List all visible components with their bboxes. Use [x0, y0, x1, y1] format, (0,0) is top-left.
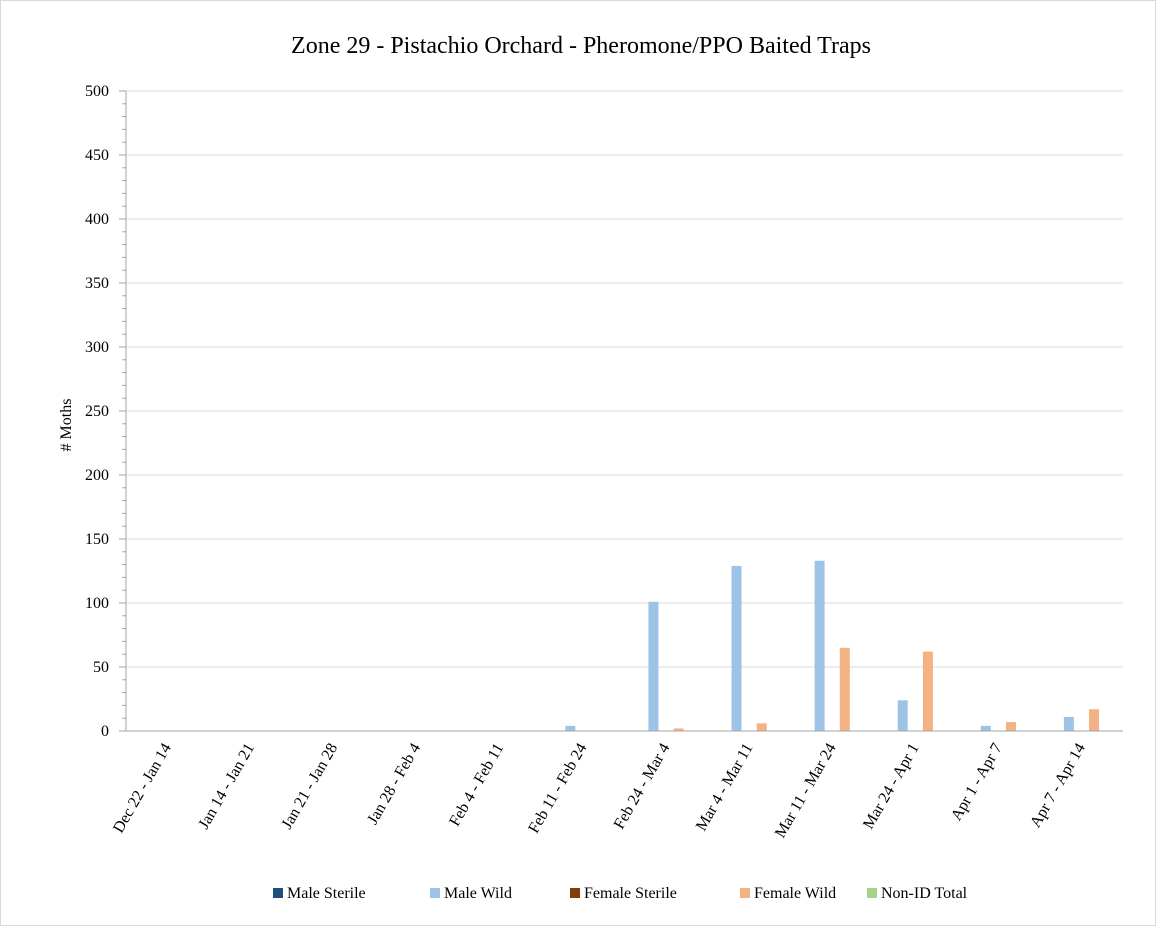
legend-label: Male Sterile [287, 885, 366, 902]
x-tick-label: Feb 24 - Mar 4 [611, 741, 674, 833]
chart-title: Zone 29 - Pistachio Orchard - Pheromone/… [291, 33, 871, 59]
bar-male-wild [731, 565, 742, 731]
y-tick-label: 50 [93, 659, 109, 676]
legend: Male Sterile Male Wild Female Sterile Femal… [273, 885, 968, 902]
bar-male-wild [814, 560, 825, 731]
y-tick-label: 500 [85, 83, 109, 100]
y-tick-labels: 0 50 100 150 200 250 300 350 400 450 500 [85, 83, 109, 740]
x-tick-label: Jan 14 - Jan 21 [195, 741, 258, 833]
legend-label: Female Wild [754, 885, 836, 902]
bar-male-wild [980, 725, 991, 731]
y-tick-label: 300 [85, 339, 109, 356]
axes [119, 90, 1123, 732]
y-tick-label: 250 [85, 403, 109, 420]
bar-male-wild [897, 700, 908, 731]
y-tick-label: 0 [101, 723, 109, 740]
x-tick-label: Mar 11 - Mar 24 [772, 741, 840, 841]
legend-swatch [570, 888, 580, 898]
x-tick-label: Feb 4 - Feb 11 [446, 741, 507, 830]
legend-label: Female Sterile [584, 885, 677, 902]
x-tick-label: Apr 7 - Apr 14 [1027, 741, 1089, 831]
y-axis-label: # Moths [58, 399, 75, 452]
y-tick-label: 450 [85, 147, 109, 164]
bars [565, 560, 1100, 731]
legend-label: Non-ID Total [881, 885, 968, 902]
y-tick-label: 350 [85, 275, 109, 292]
x-tick-label: Apr 1 - Apr 7 [948, 741, 1006, 824]
y-tick-label: 100 [85, 595, 109, 612]
bar-female-wild [1089, 709, 1100, 731]
x-tick-label: Jan 28 - Feb 4 [364, 741, 424, 828]
x-tick-label: Jan 21 - Jan 28 [278, 741, 341, 833]
y-tick-label: 400 [85, 211, 109, 228]
legend-swatch [430, 888, 440, 898]
bar-female-wild [756, 723, 767, 731]
y-tick-label: 200 [85, 467, 109, 484]
x-tick-labels: Dec 22 - Jan 14 Jan 14 - Jan 21 Jan 21 - J… [110, 741, 1089, 841]
bar-female-wild [922, 651, 933, 731]
legend-swatch [867, 888, 877, 898]
gridlines [126, 90, 1123, 668]
legend-label: Male Wild [444, 885, 512, 902]
x-tick-label: Dec 22 - Jan 14 [110, 741, 175, 836]
bar-male-wild [1063, 716, 1074, 731]
x-tick-label: Feb 11 - Feb 24 [525, 741, 590, 837]
bar-female-wild [839, 647, 850, 731]
bar-male-wild [648, 601, 659, 731]
bar-female-wild [1005, 722, 1016, 731]
legend-swatch [740, 888, 750, 898]
bar-male-wild [565, 725, 576, 731]
x-tick-label: Mar 24 - Apr 1 [860, 741, 923, 833]
x-tick-label: Mar 4 - Mar 11 [693, 741, 757, 834]
bar-female-wild [673, 728, 684, 731]
y-tick-label: 150 [85, 531, 109, 548]
legend-swatch [273, 888, 283, 898]
